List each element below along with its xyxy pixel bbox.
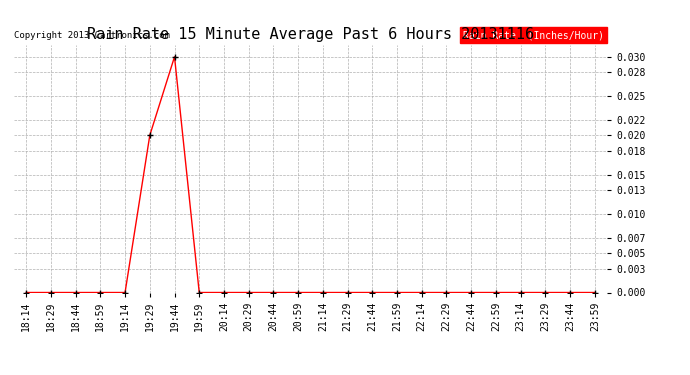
Text: Rain Rate  (Inches/Hour): Rain Rate (Inches/Hour) [463,30,604,40]
Text: Copyright 2013 Cartronics.com: Copyright 2013 Cartronics.com [14,31,170,40]
Title: Rain Rate 15 Minute Average Past 6 Hours 20131116: Rain Rate 15 Minute Average Past 6 Hours… [87,27,534,42]
